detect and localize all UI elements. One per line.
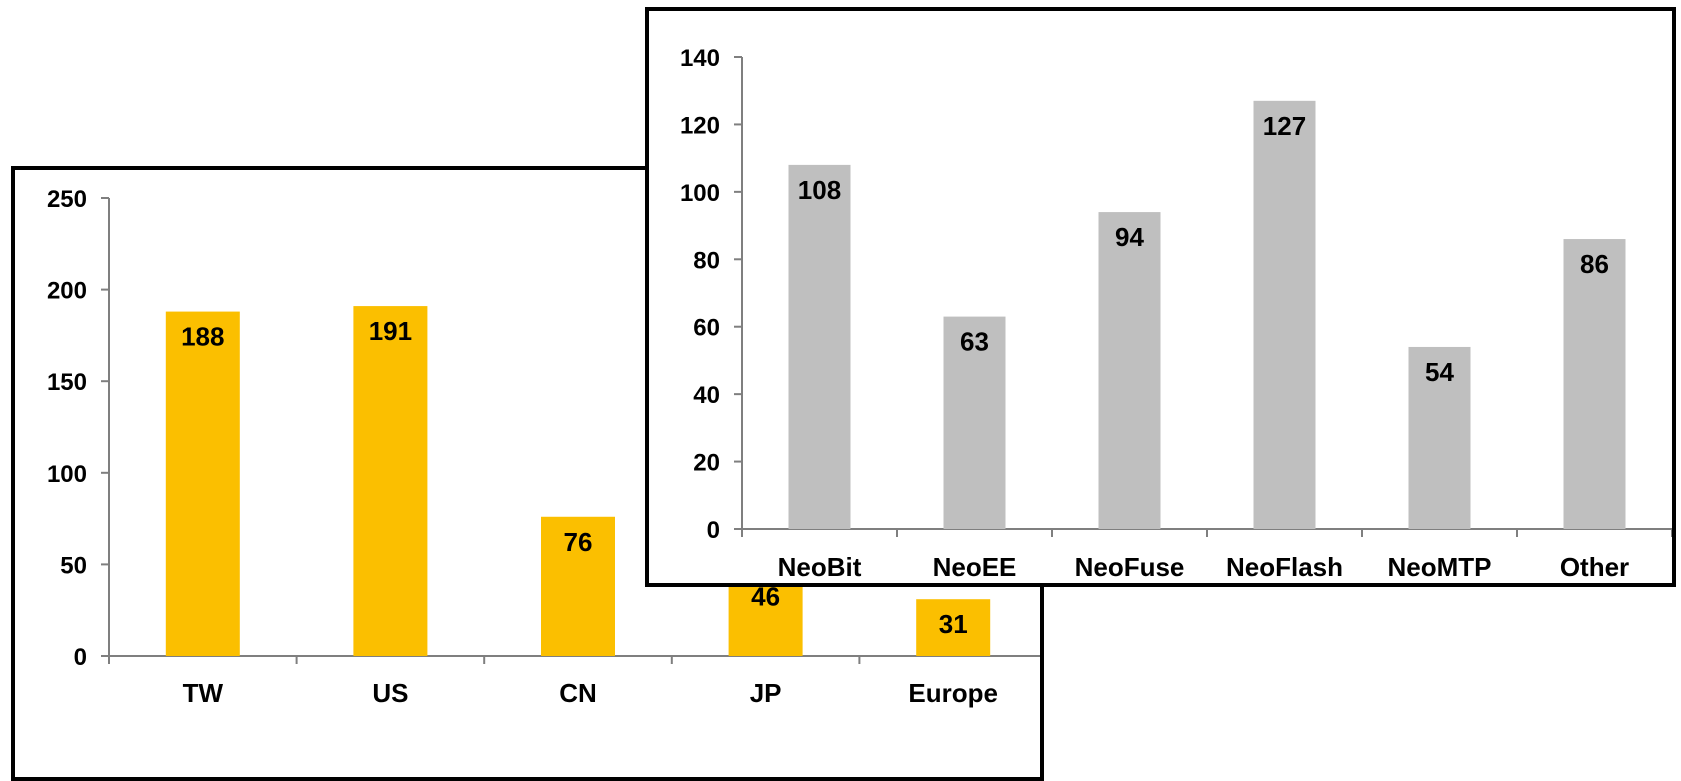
products-data-label: 86 xyxy=(1580,249,1609,279)
products-category-label: NeoFlash xyxy=(1226,552,1343,582)
regions-category-label: TW xyxy=(183,678,224,708)
regions-y-tick-label: 250 xyxy=(47,186,87,213)
products-bar xyxy=(1563,239,1626,530)
regions-data-label: 31 xyxy=(939,609,968,639)
products-y-tick-label: 60 xyxy=(693,315,720,342)
products-y-tick-label: 40 xyxy=(693,382,720,409)
products-y-tick-label: 80 xyxy=(693,247,720,274)
products-data-label: 127 xyxy=(1263,111,1306,141)
products-category-label: NeoEE xyxy=(933,552,1017,582)
products-data-label: 94 xyxy=(1115,222,1144,252)
products-data-label: 63 xyxy=(960,327,989,357)
regions-data-label: 76 xyxy=(564,527,593,557)
regions-chart-svg: 050100150200250188TW191US76CN46JP31Europ… xyxy=(47,186,1040,708)
products-y-tick-label: 0 xyxy=(707,517,720,544)
regions-category-label: US xyxy=(372,678,408,708)
regions-y-tick-label: 150 xyxy=(47,369,87,396)
regions-y-tick-label: 0 xyxy=(74,644,87,671)
regions-y-tick-label: 200 xyxy=(47,278,87,305)
products-bar-chart: 0 20 40 60 80 100 120 140 108 NeoBit 63 NeoEE 94 NeoF… xyxy=(645,7,1676,587)
regions-data-label: 191 xyxy=(369,316,412,346)
regions-y-tick-label: 100 xyxy=(47,461,87,488)
products-category-label: NeoBit xyxy=(778,552,862,582)
regions-category-label: JP xyxy=(750,678,782,708)
regions-bar xyxy=(541,516,615,656)
regions-category-label: CN xyxy=(559,678,597,708)
products-category-label: NeoFuse xyxy=(1075,552,1185,582)
products-data-label: 108 xyxy=(798,175,841,205)
products-chart-svg: 0 20 40 60 80 100 120 140 108 NeoBit 63 NeoEE 94 NeoF… xyxy=(680,45,1672,582)
regions-data-label: 188 xyxy=(181,322,224,352)
products-category-label: NeoMTP xyxy=(1388,552,1492,582)
regions-bar xyxy=(353,306,428,656)
products-y-tick-label: 120 xyxy=(680,112,720,139)
products-data-label: 54 xyxy=(1425,357,1454,387)
regions-bar xyxy=(165,311,240,656)
products-y-tick-label: 100 xyxy=(680,180,720,207)
regions-bar xyxy=(916,599,991,656)
regions-y-tick-label: 50 xyxy=(60,552,87,579)
products-y-tick-label: 20 xyxy=(693,450,720,477)
products-y-tick-label: 140 xyxy=(680,45,720,72)
products-bar xyxy=(1253,100,1316,529)
products-bar xyxy=(1098,212,1161,530)
products-bar xyxy=(1408,346,1471,529)
products-bar xyxy=(788,164,851,529)
products-bar xyxy=(943,316,1006,529)
products-category-label: Other xyxy=(1560,552,1629,582)
regions-category-label: Europe xyxy=(908,678,998,708)
